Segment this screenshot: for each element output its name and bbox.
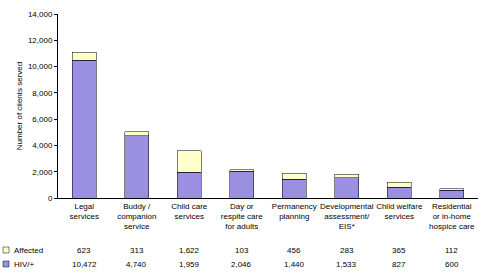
svg-text:10,472: 10,472	[72, 260, 97, 269]
svg-text:Permanencyplanning: Permanencyplanning	[272, 202, 317, 221]
svg-text:1,959: 1,959	[179, 260, 200, 269]
svg-text:4,000: 4,000	[32, 141, 53, 150]
svg-text:Developmentalassessment/EIS*: Developmentalassessment/EIS*	[320, 202, 374, 232]
svg-text:0: 0	[48, 194, 53, 203]
svg-text:1,440: 1,440	[284, 260, 305, 269]
svg-text:623: 623	[77, 246, 91, 255]
svg-text:313: 313	[130, 246, 144, 255]
svg-text:8,000: 8,000	[32, 89, 53, 98]
svg-text:4,740: 4,740	[126, 260, 147, 269]
svg-text:827: 827	[392, 260, 406, 269]
svg-text:456: 456	[287, 246, 301, 255]
svg-text:283: 283	[340, 246, 354, 255]
svg-text:Buddy /companionservice: Buddy /companionservice	[117, 202, 156, 232]
svg-text:12,000: 12,000	[28, 36, 53, 45]
svg-text:HIV/+: HIV/+	[14, 260, 35, 269]
svg-text:Child welfareservices: Child welfareservices	[376, 202, 423, 221]
svg-text:103: 103	[235, 246, 249, 255]
svg-text:6,000: 6,000	[32, 115, 53, 124]
svg-text:14,000: 14,000	[28, 10, 53, 19]
svg-text:2,046: 2,046	[231, 260, 252, 269]
svg-text:112: 112	[445, 246, 458, 255]
svg-text:365: 365	[392, 246, 406, 255]
svg-text:2,000: 2,000	[32, 168, 53, 177]
svg-text:1,622: 1,622	[179, 246, 200, 255]
svg-text:1,533: 1,533	[336, 260, 357, 269]
svg-text:Residentialor in-homehospice c: Residentialor in-homehospice care	[429, 202, 475, 232]
svg-text:Number of clients served: Number of clients served	[15, 62, 24, 150]
svg-text:Legalservices: Legalservices	[70, 202, 99, 221]
svg-text:Affected: Affected	[14, 246, 43, 255]
svg-text:Day orrespite carefor adults: Day orrespite carefor adults	[221, 202, 263, 232]
svg-text:600: 600	[445, 260, 459, 269]
svg-text:10,000: 10,000	[28, 62, 53, 71]
svg-text:Child careservices: Child careservices	[171, 202, 208, 221]
